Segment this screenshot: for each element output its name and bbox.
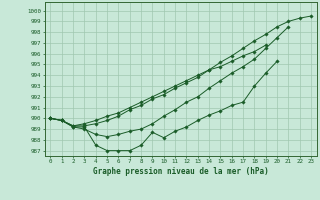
- X-axis label: Graphe pression niveau de la mer (hPa): Graphe pression niveau de la mer (hPa): [93, 167, 269, 176]
